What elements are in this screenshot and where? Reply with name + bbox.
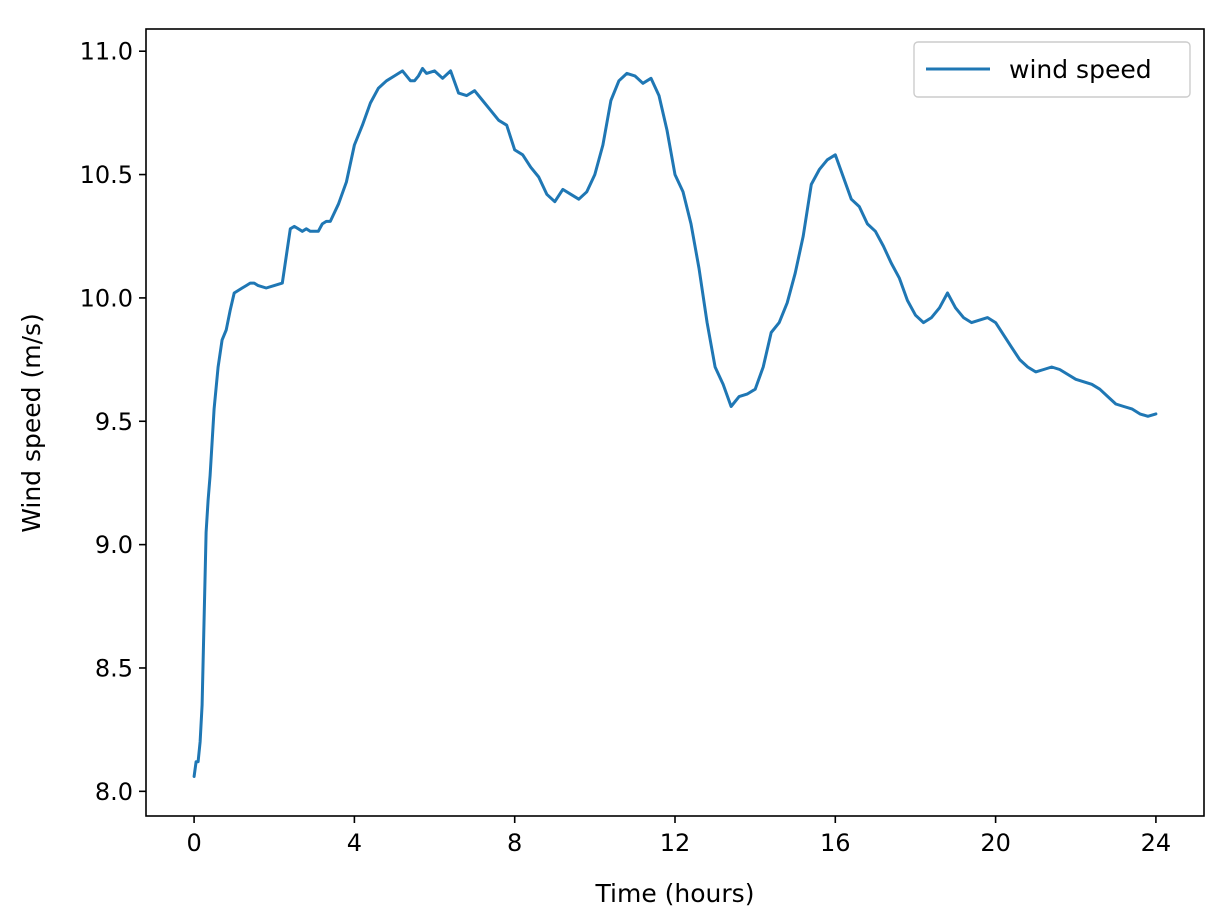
x-tick-label: 8 [507, 829, 522, 857]
x-tick-label: 4 [347, 829, 362, 857]
series-layer [192, 67, 1158, 778]
y-tick-label: 11.0 [80, 38, 133, 66]
y-axis-label: Wind speed (m/s) [17, 313, 46, 533]
x-axis-ticks: 0 4 8 12 16 20 24 [186, 816, 1171, 857]
x-tick-label: 16 [820, 829, 851, 857]
y-tick-label: 10.0 [80, 284, 133, 312]
plot-frame [145, 28, 1205, 817]
y-tick-label: 9.5 [95, 408, 133, 436]
plot-background [146, 29, 1204, 816]
x-tick-label: 24 [1141, 829, 1172, 857]
y-tick-label: 8.0 [95, 778, 133, 806]
x-axis-label: Time (hours) [595, 879, 755, 908]
x-tick-label: 20 [980, 829, 1011, 857]
x-tick-label: 0 [186, 829, 201, 857]
legend-box [913, 41, 1191, 98]
legend: wind speed [913, 41, 1191, 98]
y-tick-label: 9.0 [95, 531, 133, 559]
y-tick-label: 10.5 [80, 161, 133, 189]
x-tick-label: 12 [660, 829, 691, 857]
series-line-wind-speed [192, 67, 1158, 778]
y-tick-label: 8.5 [95, 654, 133, 682]
legend-label-wind-speed: wind speed [1009, 55, 1152, 84]
y-axis-ticks: 8.0 8.5 9.0 9.5 10.0 10.5 11.0 [80, 38, 146, 806]
